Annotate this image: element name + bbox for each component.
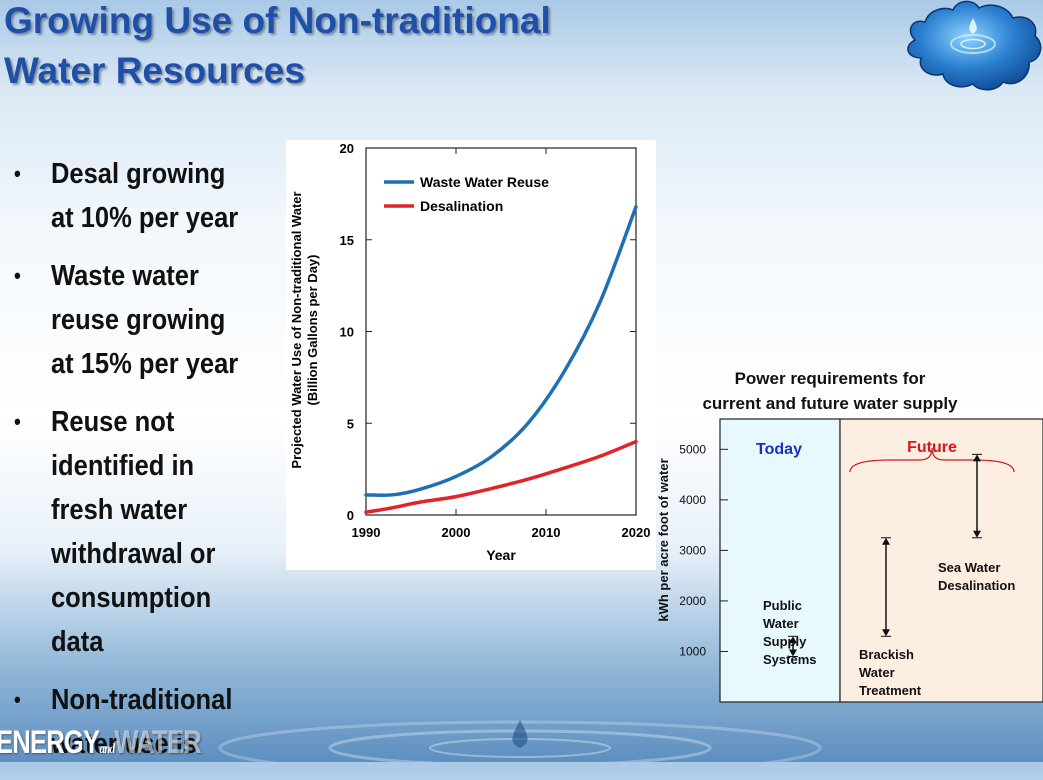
brand-word-and: and (99, 742, 114, 757)
chart-title-line-2: current and future water supply (702, 394, 958, 413)
y-tick-label: 10 (340, 325, 354, 340)
y-tick-label: 20 (340, 141, 354, 156)
x-tick-label: 2010 (532, 525, 561, 540)
range-label: Public (763, 598, 802, 613)
range-label: Desalination (938, 578, 1015, 593)
x-tick-label: 2000 (442, 525, 471, 540)
bullet-marker: • (14, 400, 21, 444)
puzzle-piece-water-icon (895, 0, 1043, 92)
bullet-item: • Waste water reuse growing at 15% per ye… (14, 254, 252, 386)
x-axis-label: Year (486, 547, 516, 563)
bullet-text: Reuse not identified in fresh water with… (51, 406, 215, 658)
bullet-item: • Reuse not identified in fresh water wit… (14, 400, 252, 664)
y-tick-label: 0 (347, 508, 354, 523)
y-axis-label: Projected Water Use of Non-traditional W… (289, 191, 304, 468)
y-tick-label: 15 (340, 233, 354, 248)
future-label: Future (907, 439, 957, 456)
x-tick-label: 1990 (352, 525, 381, 540)
legend-label: Waste Water Reuse (420, 174, 549, 190)
brand-word-energy: ENERGY (0, 724, 99, 760)
range-label: Sea Water (938, 560, 1000, 575)
y-axis-label: kWh per acre foot of water (656, 458, 671, 621)
series-line-1 (366, 442, 636, 513)
slide-title: Growing Use of Non-traditional Water Res… (4, 0, 551, 96)
bullet-marker: • (14, 254, 21, 298)
y-axis-label: (Billion Gallons per Day) (305, 255, 320, 406)
range-label: Water (763, 616, 799, 631)
y-tick-label: 3000 (679, 543, 706, 557)
chart-title-line-1: Power requirements for (735, 369, 926, 388)
y-tick-label: 4000 (679, 493, 706, 507)
legend-label: Desalination (420, 198, 503, 214)
title-line-2: Water Resources (4, 46, 551, 96)
series-line-0 (366, 207, 636, 496)
bullet-text: Waste water reuse growing at 15% per yea… (51, 260, 238, 380)
today-label: Today (756, 441, 802, 458)
y-tick-label: 5 (347, 416, 354, 431)
y-tick-label: 2000 (679, 594, 706, 608)
title-line-1: Growing Use of Non-traditional (4, 0, 551, 46)
brand-logo: ENERGYandWATER (0, 724, 201, 761)
bullet-item: • Desal growing at 10% per year (14, 152, 252, 240)
bullet-text: Desal growing at 10% per year (51, 158, 238, 234)
water-use-line-chart: 0 5 10 15 20 1990 2000 2010 2020 Waste Water Reu… (286, 140, 656, 570)
x-tick-label: 2020 (622, 525, 651, 540)
brand-word-water: WATER (114, 724, 201, 760)
bullet-marker: • (14, 152, 21, 196)
y-tick-label: 5000 (679, 442, 706, 456)
